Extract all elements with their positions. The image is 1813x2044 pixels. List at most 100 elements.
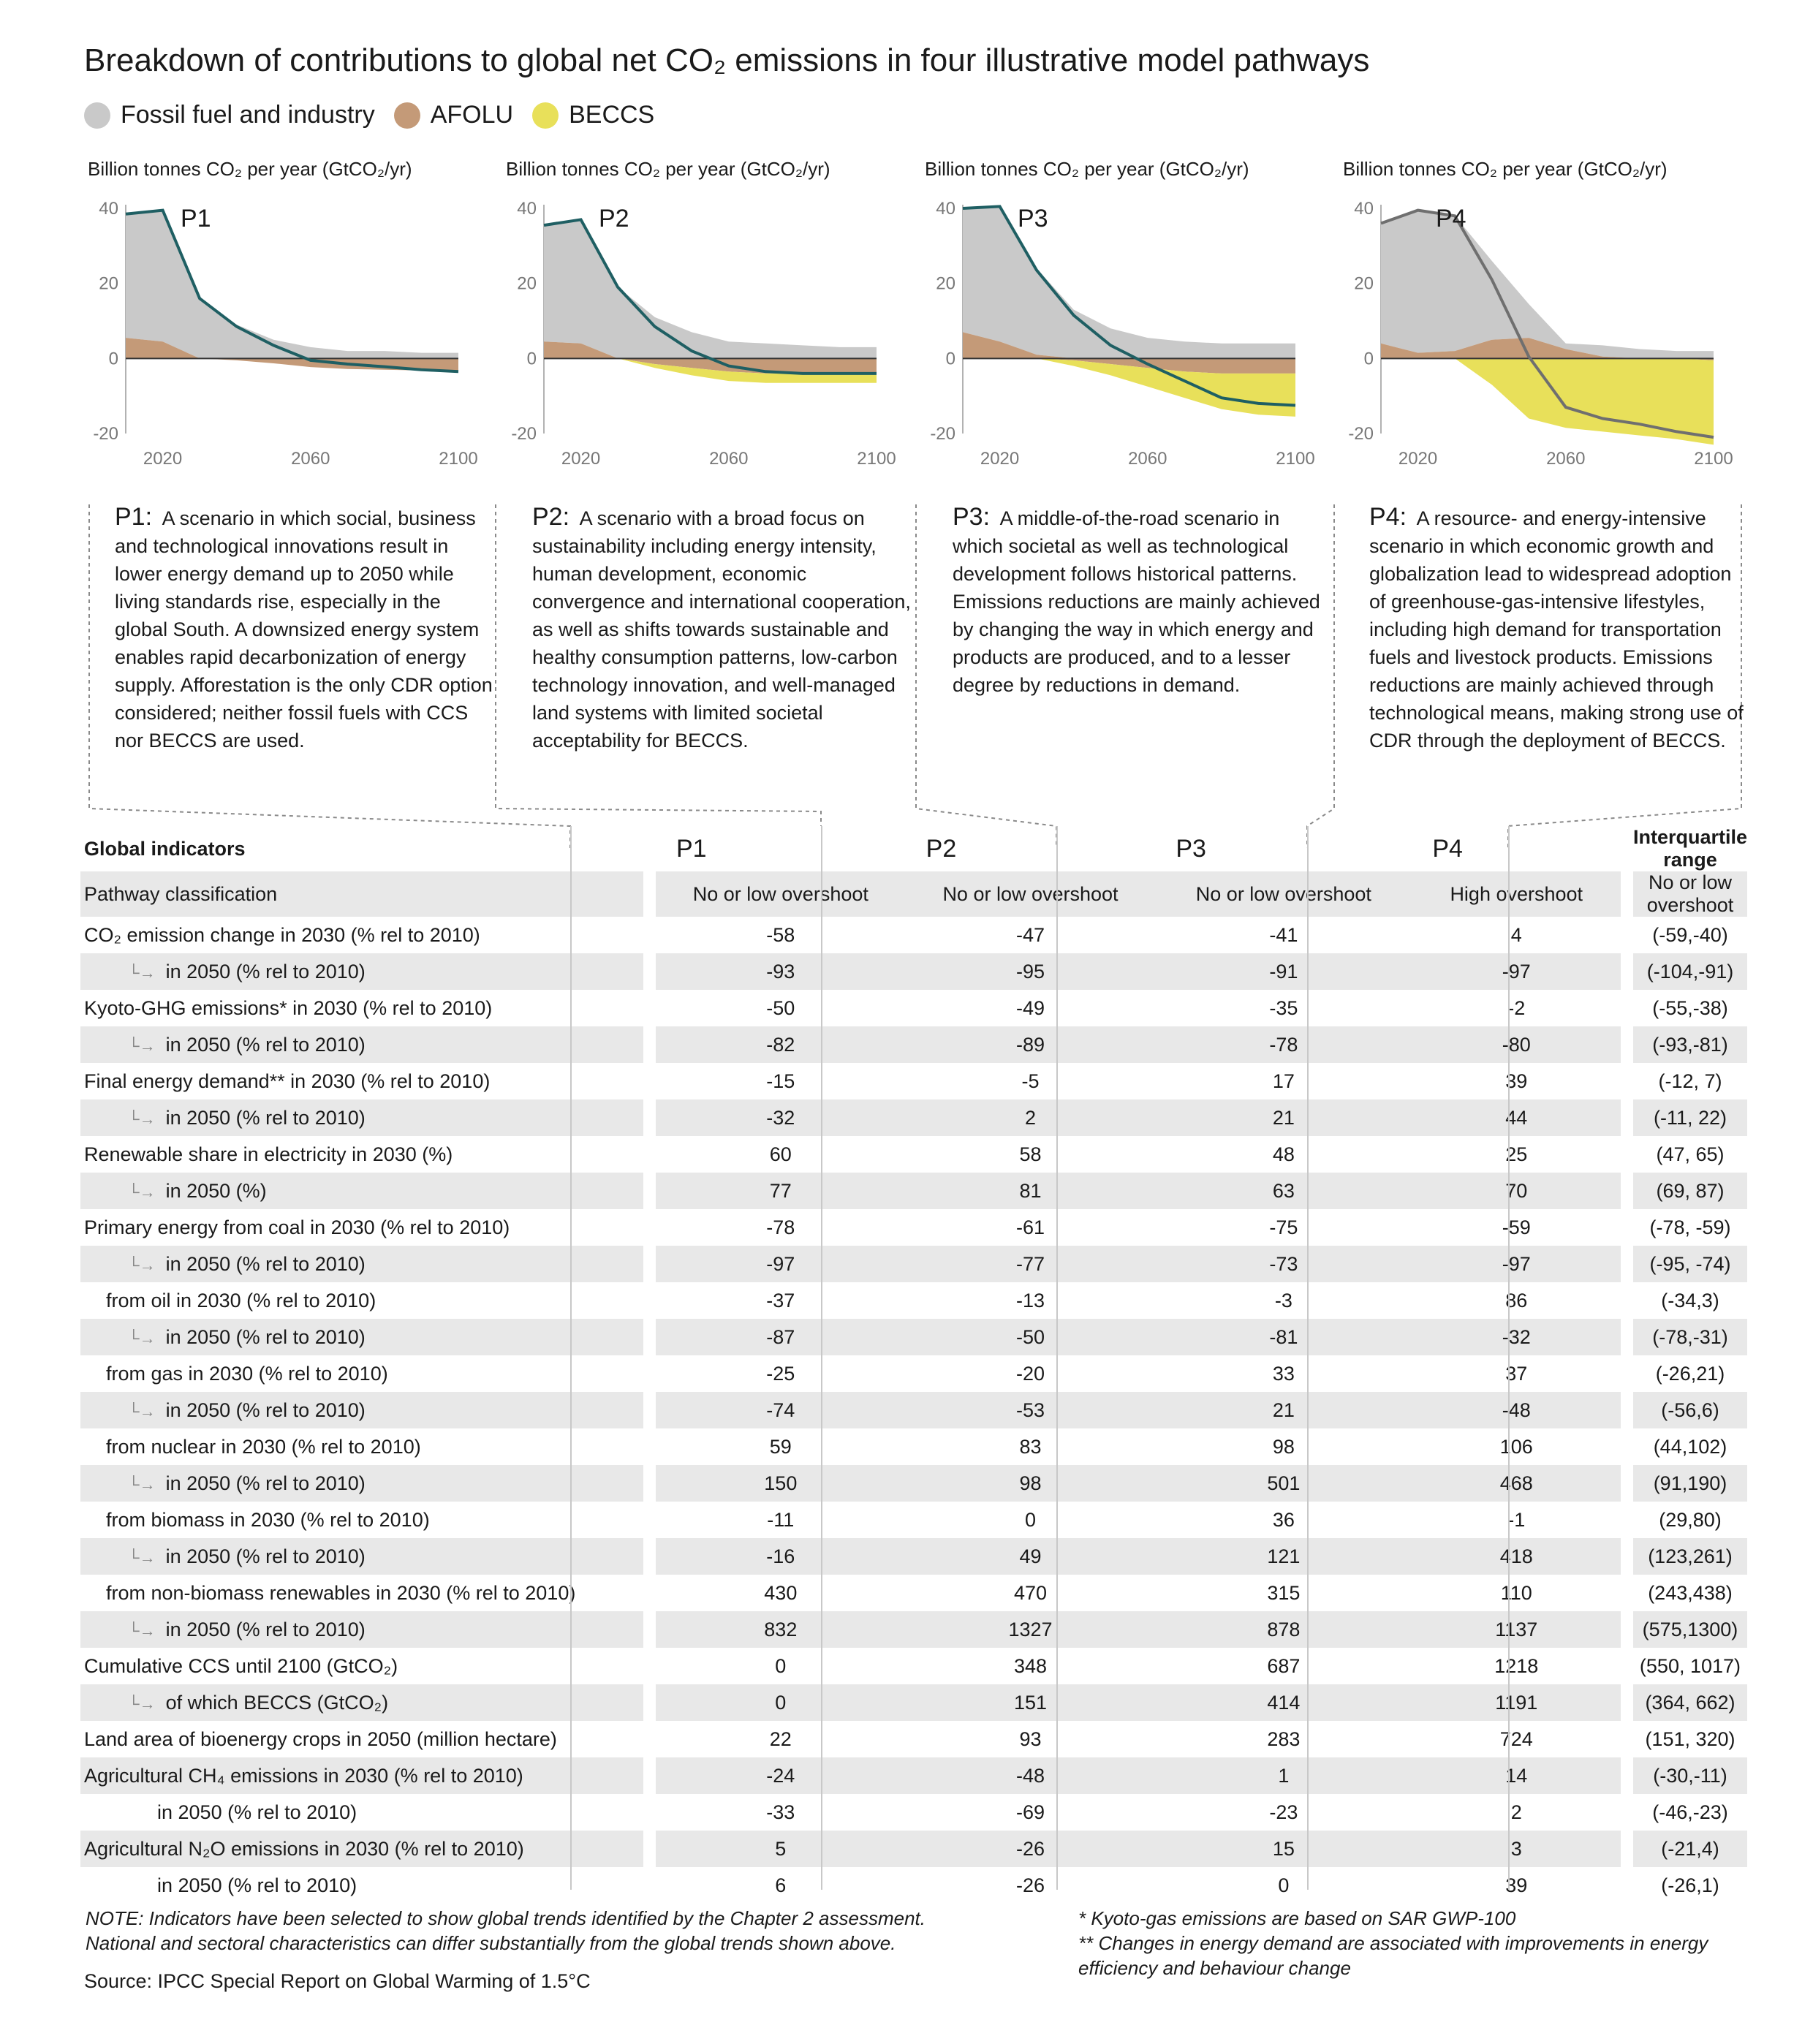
panel-title: P2 bbox=[599, 205, 629, 232]
x-tick-label: 2100 bbox=[439, 449, 477, 469]
cell-p4: -97 bbox=[1412, 1246, 1621, 1282]
cell-iqr: (364, 662) bbox=[1632, 1684, 1747, 1721]
row-label: Kyoto-GHG emissions* in 2030 (% rel to 2… bbox=[80, 990, 643, 1026]
row-label: in 2050 (% rel to 2010) bbox=[80, 1794, 643, 1831]
cell-p2: 1327 bbox=[905, 1611, 1156, 1648]
cell-p3: 283 bbox=[1267, 1727, 1301, 1750]
cell-p4: 1191 bbox=[1412, 1684, 1621, 1721]
cell-p1: -11 bbox=[767, 1508, 795, 1531]
row-label: in 2050 (% rel to 2010) bbox=[80, 1867, 643, 1904]
cell-p1: -78 bbox=[766, 1216, 795, 1238]
note-right-line3: efficiency and behaviour change bbox=[1078, 1957, 1351, 1979]
y-tick-label: 20 bbox=[99, 274, 118, 294]
area-beccs bbox=[544, 358, 877, 383]
row-label: Primary energy from coal in 2030 (% rel … bbox=[80, 1209, 643, 1246]
row-label-text: of which BECCS (GtCO₂) bbox=[165, 1691, 389, 1714]
table-row: from gas in 2030 (% rel to 2010) -25 -20 33… bbox=[80, 1355, 1747, 1392]
y-tick-label: -20 bbox=[93, 424, 118, 444]
legend-label-fossil: Fossil fuel and industry bbox=[121, 101, 375, 129]
description-p4-text: A resource- and energy-intensive scenari… bbox=[1369, 507, 1744, 752]
row-label: Final energy demand** in 2030 (% rel to … bbox=[80, 1063, 643, 1099]
table-row: from biomass in 2030 (% rel to 2010) -11 0… bbox=[80, 1502, 1747, 1538]
row-label-text: Agricultural CH₄ emissions in 2030 (% re… bbox=[84, 1764, 523, 1787]
y-tick-label: 20 bbox=[1354, 274, 1374, 294]
cell-p4: 1218 bbox=[1494, 1654, 1539, 1677]
cell-p4: -80 bbox=[1412, 1026, 1621, 1063]
table-divider-iqr bbox=[1508, 826, 1510, 1890]
table-row: in 2050 (% rel to 2010) -33 -69 -23 2 (-46,-2… bbox=[80, 1794, 1747, 1831]
cell-p2: 81 bbox=[905, 1173, 1156, 1209]
cell-p3: 15 bbox=[1155, 1831, 1412, 1867]
sub-row-arrow-icon: └→ bbox=[128, 1475, 156, 1494]
table-row: in 2050 (% rel to 2010) 6 -26 0 39 (-26,1) bbox=[80, 1867, 1747, 1904]
table-header-p1: P1 bbox=[675, 834, 707, 863]
table-row: └→ in 2050 (% rel to 2010) -16 49 121 418 (123… bbox=[80, 1538, 1747, 1575]
cell-p3: 21 bbox=[1155, 1392, 1412, 1428]
row-label-text: in 2050 (% rel to 2010) bbox=[157, 1801, 357, 1823]
cell-p2: -53 bbox=[905, 1392, 1156, 1428]
table-row: └→ in 2050 (% rel to 2010) -74 -53 21 -48 (-56… bbox=[80, 1392, 1747, 1428]
table-row: Land area of bioenergy crops in 2050 (mi… bbox=[80, 1721, 1747, 1757]
description-p2-text: A scenario with a broad focus on sustain… bbox=[532, 507, 911, 752]
row-label-text: Primary energy from coal in 2030 (% rel … bbox=[84, 1216, 510, 1238]
x-tick-label: 2100 bbox=[857, 449, 896, 469]
row-label-text: Final energy demand** in 2030 (% rel to … bbox=[84, 1070, 491, 1092]
table-header-row: Global indicators P1 P2 P3 P4 Interquart… bbox=[80, 826, 1747, 871]
cell-p3: 687 bbox=[1267, 1654, 1301, 1677]
row-label: from biomass in 2030 (% rel to 2010) bbox=[80, 1502, 643, 1538]
sub-row-arrow-icon: └→ bbox=[128, 1621, 156, 1640]
legend-label-beccs: BECCS bbox=[569, 101, 655, 129]
description-p2-id: P2: bbox=[532, 503, 570, 531]
cell-p4: 86 bbox=[1505, 1289, 1528, 1311]
area-afolu-positive bbox=[963, 332, 1295, 359]
cell-p4: -1 bbox=[1507, 1508, 1526, 1531]
cell-p3: 878 bbox=[1155, 1611, 1412, 1648]
cell-p3: 48 bbox=[1272, 1143, 1295, 1165]
cell-p2: 93 bbox=[1019, 1727, 1042, 1750]
cell-p3: 17 bbox=[1272, 1070, 1295, 1092]
cell-iqr: (-46,-23) bbox=[1652, 1801, 1728, 1823]
row-label-text: from oil in 2030 (% rel to 2010) bbox=[106, 1289, 376, 1311]
cell-p3: -75 bbox=[1269, 1216, 1298, 1238]
description-p3-id: P3: bbox=[953, 503, 991, 531]
x-tick-label: 2060 bbox=[709, 449, 748, 469]
legend-item-fossil: Fossil fuel and industry bbox=[84, 101, 375, 129]
sub-row-arrow-icon: └→ bbox=[128, 1328, 156, 1347]
y-tick-label: -20 bbox=[930, 424, 955, 444]
row-label-text: Cumulative CCS until 2100 (GtCO₂) bbox=[84, 1654, 398, 1677]
y-tick-label: -20 bbox=[1348, 424, 1374, 444]
cell-p4: 14 bbox=[1412, 1757, 1621, 1794]
cell-iqr: (123,261) bbox=[1632, 1538, 1747, 1575]
cell-p1: 60 bbox=[769, 1143, 792, 1165]
cell-p1: -32 bbox=[655, 1099, 906, 1136]
area-fossil-fuel bbox=[963, 206, 1295, 359]
cell-p2: -95 bbox=[905, 953, 1156, 990]
note-left-line2: National and sectoral characteristics ca… bbox=[86, 1932, 896, 1954]
cell-p4: High overshoot bbox=[1412, 871, 1621, 917]
cell-p2: 58 bbox=[1019, 1143, 1042, 1165]
legend: Fossil fuel and industry AFOLU BECCS bbox=[84, 101, 654, 129]
area-afolu-positive bbox=[126, 338, 458, 359]
row-label-text: in 2050 (% rel to 2010) bbox=[165, 1252, 366, 1275]
cell-p2: -20 bbox=[1015, 1362, 1045, 1385]
x-tick-label: 2100 bbox=[1276, 449, 1314, 469]
area-fossil-fuel bbox=[1381, 210, 1714, 359]
chart-p3: Billion tonnes CO₂ per year (GtCO₂/yr) 40… bbox=[925, 158, 1315, 469]
cell-p4: 1137 bbox=[1412, 1611, 1621, 1648]
cell-p3: -41 bbox=[1269, 923, 1298, 946]
table-row: from non-biomass renewables in 2030 (% r… bbox=[80, 1575, 1747, 1611]
table-header-iqr: Interquartile range bbox=[1632, 826, 1747, 871]
cell-p1: -16 bbox=[655, 1538, 906, 1575]
cell-iqr: (-78, -59) bbox=[1649, 1216, 1731, 1238]
cell-iqr: (575,1300) bbox=[1632, 1611, 1747, 1648]
net-emissions-line bbox=[1380, 208, 1714, 439]
cell-p2: -5 bbox=[1021, 1070, 1040, 1092]
panel-title: P4 bbox=[1436, 205, 1466, 232]
chart-p4: Billion tonnes CO₂ per year (GtCO₂/yr) 40… bbox=[1343, 158, 1733, 469]
cell-p2: -50 bbox=[905, 1319, 1156, 1355]
cell-iqr: (550, 1017) bbox=[1639, 1654, 1741, 1677]
cell-p1: -87 bbox=[655, 1319, 906, 1355]
table-header-p2: P2 bbox=[926, 834, 957, 863]
cell-p2: 0 bbox=[1024, 1508, 1037, 1531]
cell-p2: -13 bbox=[1015, 1289, 1045, 1311]
